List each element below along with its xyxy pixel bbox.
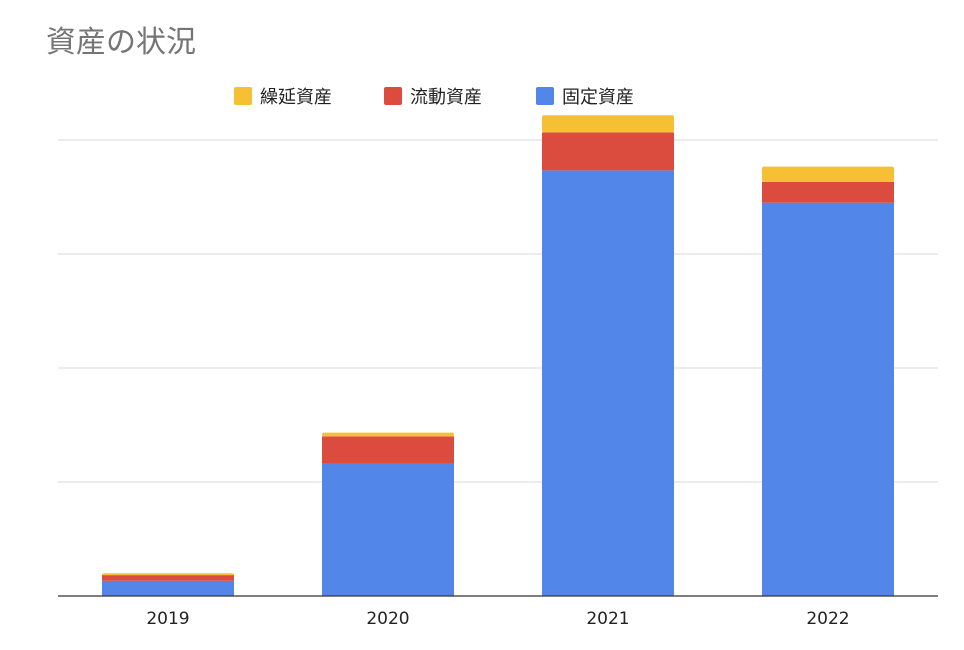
legend-label-1: 流動資産 xyxy=(410,87,482,108)
chart-title: 資産の状況 xyxy=(46,25,196,60)
bar-2022-series-2 xyxy=(762,166,894,182)
bar-2020-series-1 xyxy=(322,436,454,463)
bar-2021-series-1 xyxy=(542,132,674,171)
legend-swatch-0 xyxy=(234,87,252,105)
bar-2019-series-1 xyxy=(102,575,234,581)
legend-label-0: 繰延資産 xyxy=(260,87,332,108)
bar-2019-series-2 xyxy=(102,573,234,576)
legend-label-2: 固定資産 xyxy=(562,87,634,108)
bar-2022-series-1 xyxy=(762,181,894,203)
bar-2020-series-2 xyxy=(322,432,454,437)
bars xyxy=(102,115,894,596)
x-tick-label-2020: 2020 xyxy=(366,609,409,629)
x-axis-tick-labels: 2019 2020 2021 2022 xyxy=(146,609,849,629)
legend-swatch-2 xyxy=(536,87,554,105)
bar-2020-series-0 xyxy=(322,463,454,596)
chart-legend: 繰延資産 流動資産 固定資産 xyxy=(234,87,634,108)
legend-swatch-1 xyxy=(384,87,402,105)
x-tick-label-2019: 2019 xyxy=(146,609,189,629)
bar-2021-series-0 xyxy=(542,170,674,596)
x-tick-label-2022: 2022 xyxy=(806,609,849,629)
bar-2021-series-2 xyxy=(542,115,674,133)
x-tick-label-2021: 2021 xyxy=(586,609,629,629)
bar-2022-series-0 xyxy=(762,202,894,596)
bar-2019-series-0 xyxy=(102,580,234,596)
